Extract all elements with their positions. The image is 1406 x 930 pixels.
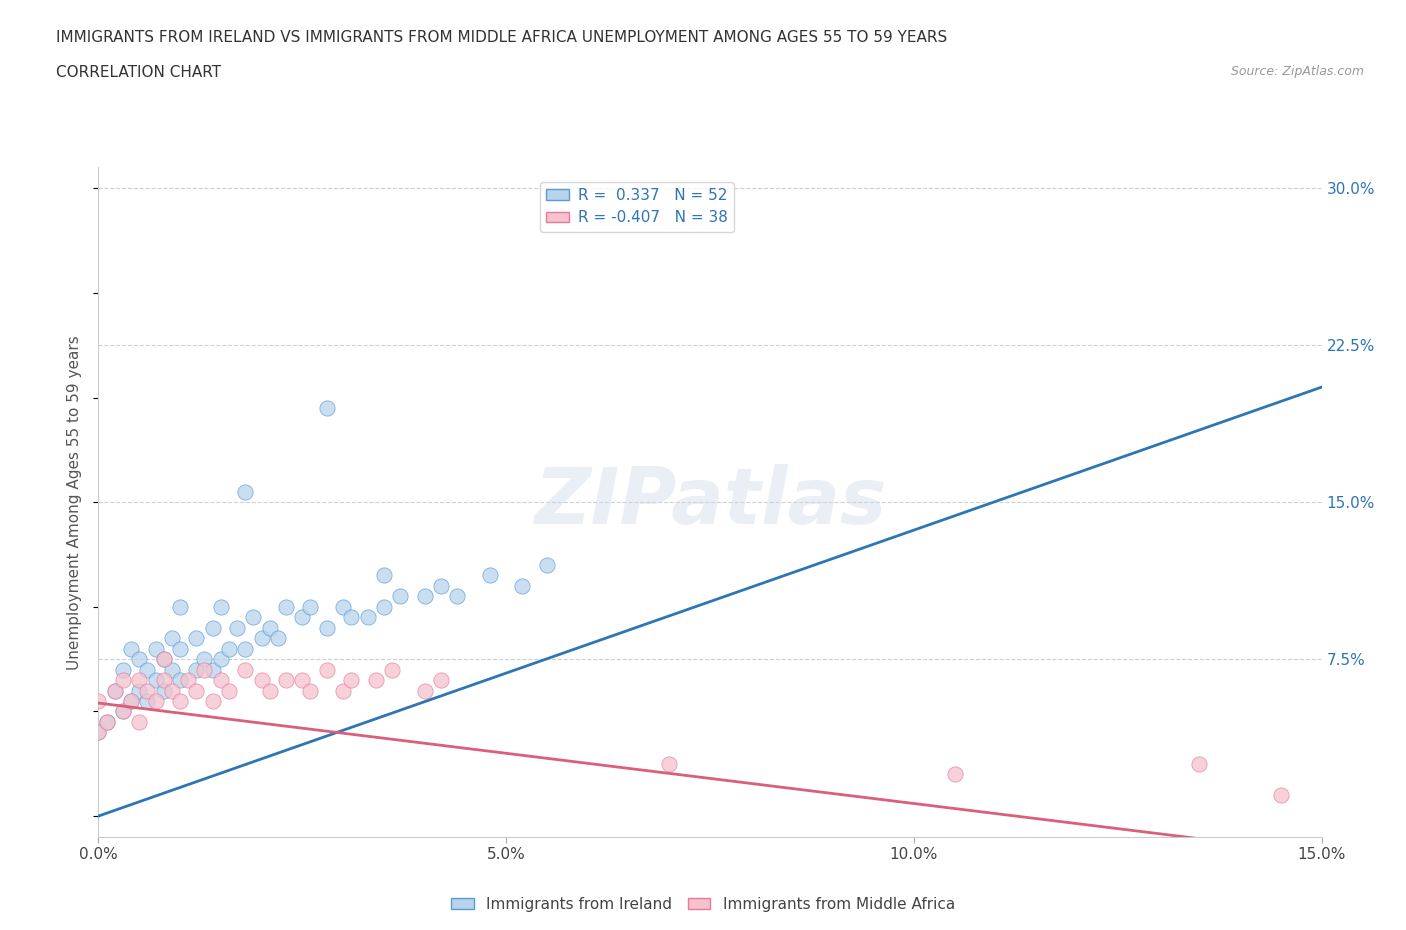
Point (104, 684, 127, 698)
Point (87, 694, 110, 709)
Point (111, 662, 134, 677)
Point (381, 662, 404, 677)
Point (209, 652, 232, 667)
Point (169, 694, 191, 709)
Point (193, 662, 215, 677)
Point (136, 684, 159, 698)
Point (218, 642, 240, 657)
Point (233, 642, 256, 657)
Point (291, 610, 314, 625)
Text: ZIPatlas: ZIPatlas (534, 464, 886, 540)
Point (413, 589, 436, 604)
Point (430, 672, 453, 687)
Point (259, 620, 281, 635)
Point (145, 672, 167, 687)
Point (209, 672, 232, 687)
Text: CORRELATION CHART: CORRELATION CHART (56, 65, 221, 80)
Point (446, 589, 468, 604)
Point (87, 725, 110, 740)
Point (315, 401, 337, 416)
Point (340, 610, 363, 625)
Point (111, 704, 134, 719)
Point (186, 631, 208, 645)
Point (364, 672, 387, 687)
Point (536, 558, 558, 573)
Point (186, 684, 208, 698)
Point (201, 620, 224, 635)
Point (96, 714, 118, 729)
Point (120, 642, 142, 657)
Point (209, 600, 232, 615)
Point (299, 684, 322, 698)
Point (340, 672, 363, 687)
Point (291, 672, 314, 687)
Point (233, 662, 256, 677)
Point (160, 662, 183, 677)
Point (478, 568, 501, 583)
Point (145, 694, 167, 709)
Point (193, 652, 215, 667)
Point (356, 610, 378, 625)
Point (128, 714, 150, 729)
Text: Source: ZipAtlas.com: Source: ZipAtlas.com (1230, 65, 1364, 78)
Point (160, 631, 183, 645)
Point (128, 652, 150, 667)
Point (274, 600, 297, 615)
Point (1270, 788, 1292, 803)
Point (177, 672, 200, 687)
Point (233, 485, 256, 499)
Point (512, 578, 534, 593)
Point (430, 578, 453, 593)
Point (111, 672, 134, 687)
Point (250, 672, 273, 687)
Point (152, 652, 174, 667)
Point (250, 631, 273, 645)
Point (136, 662, 159, 677)
Y-axis label: Unemployment Among Ages 55 to 59 years: Unemployment Among Ages 55 to 59 years (67, 335, 83, 670)
Point (226, 620, 249, 635)
Point (242, 610, 264, 625)
Point (145, 642, 167, 657)
Point (332, 684, 354, 698)
Point (332, 600, 354, 615)
Point (267, 631, 290, 645)
Point (413, 684, 436, 698)
Point (274, 672, 297, 687)
Point (259, 684, 281, 698)
Point (169, 672, 191, 687)
Point (658, 756, 681, 771)
Point (1188, 756, 1211, 771)
Text: IMMIGRANTS FROM IRELAND VS IMMIGRANTS FROM MIDDLE AFRICA UNEMPLOYMENT AMONG AGES: IMMIGRANTS FROM IRELAND VS IMMIGRANTS FR… (56, 30, 948, 45)
Legend: Immigrants from Ireland, Immigrants from Middle Africa: Immigrants from Ireland, Immigrants from… (444, 891, 962, 918)
Point (152, 672, 174, 687)
Point (201, 694, 224, 709)
Point (160, 684, 183, 698)
Point (152, 652, 174, 667)
Point (315, 662, 337, 677)
Point (169, 600, 191, 615)
Point (87, 725, 110, 740)
Point (943, 766, 966, 781)
Point (169, 642, 191, 657)
Point (128, 672, 150, 687)
Point (373, 600, 395, 615)
Point (315, 620, 337, 635)
Legend: R =  0.337   N = 52, R = -0.407   N = 38: R = 0.337 N = 52, R = -0.407 N = 38 (540, 181, 734, 232)
Point (120, 694, 142, 709)
Point (373, 568, 395, 583)
Point (152, 684, 174, 698)
Point (186, 662, 208, 677)
Point (201, 662, 224, 677)
Point (111, 704, 134, 719)
Point (128, 684, 150, 698)
Point (120, 694, 142, 709)
Point (96, 714, 118, 729)
Point (299, 600, 322, 615)
Point (218, 684, 240, 698)
Point (104, 684, 127, 698)
Point (389, 589, 412, 604)
Point (136, 694, 159, 709)
